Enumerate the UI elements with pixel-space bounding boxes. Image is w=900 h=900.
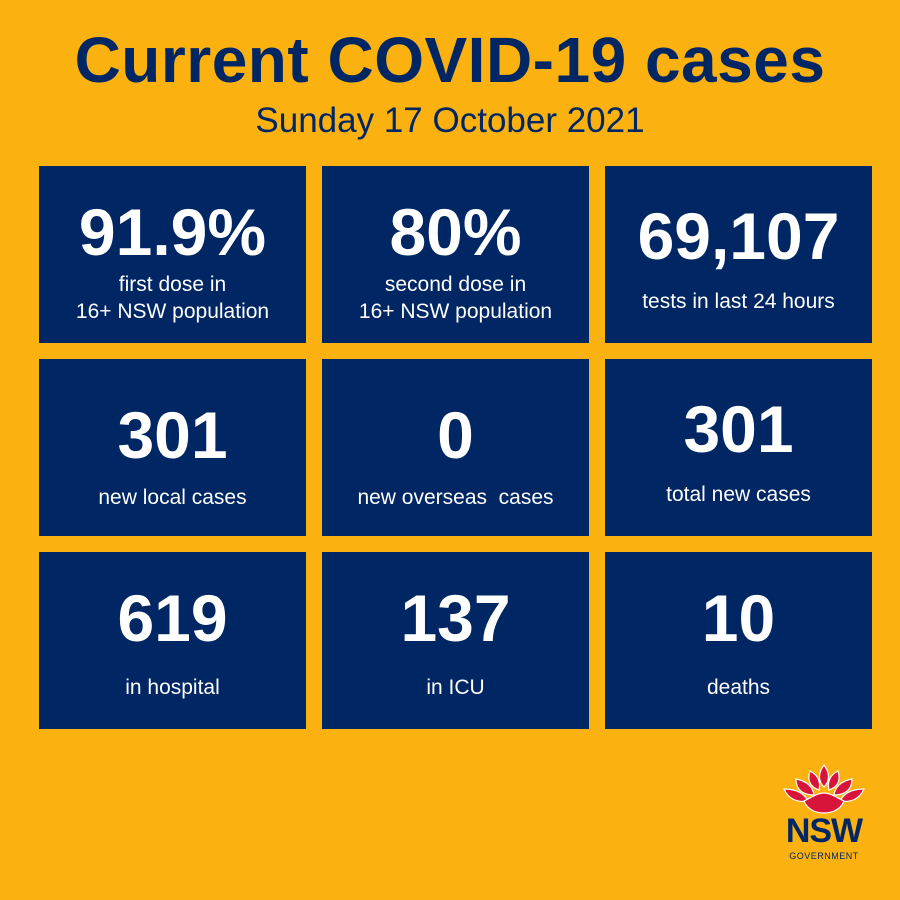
stat-label-line: in ICU (426, 676, 485, 699)
stat-label-line: new overseas cases (357, 486, 554, 509)
stat-tile-second-dose: 80% second dose in 16+ NSW population (322, 166, 589, 343)
stat-label-line: first dose in (118, 273, 227, 296)
stat-value: 619 (117, 581, 228, 655)
stat-tile-tests: 69,107 tests in last 24 hours (605, 166, 872, 343)
stat-label: deaths (605, 674, 872, 701)
stat-tile-overseas-cases: 0 new overseas cases (322, 359, 589, 536)
stat-tile-hospital: 619 in hospital (39, 552, 306, 729)
stat-label-line: total new cases (666, 483, 811, 506)
stat-value: 80% (389, 195, 522, 269)
stat-label: total new cases (605, 481, 872, 508)
stat-label-line: 16+ NSW population (75, 300, 270, 323)
stat-value: 69,107 (637, 199, 840, 273)
stat-label: tests in last 24 hours (605, 288, 872, 315)
stat-tile-total-cases: 301 total new cases (605, 359, 872, 536)
stat-label: second dose in 16+ NSW population (322, 271, 589, 325)
stat-label-line: deaths (706, 676, 771, 699)
nsw-government-logo: NSW GOVERNMENT (774, 763, 874, 873)
stat-label: in hospital (39, 674, 306, 701)
stat-value: 91.9% (78, 195, 267, 269)
waratah-flower-icon (783, 763, 865, 814)
stat-tile-local-cases: 301 new local cases (39, 359, 306, 536)
stat-label: first dose in 16+ NSW population (39, 271, 306, 325)
stat-tile-icu: 137 in ICU (322, 552, 589, 729)
logo-subtext: GOVERNMENT (789, 851, 859, 861)
stat-value: 0 (437, 398, 474, 472)
page-title: Current COVID-19 cases (74, 24, 826, 96)
stat-label-line: tests in last 24 hours (642, 290, 835, 313)
stat-value: 10 (701, 581, 776, 655)
report-date: Sunday 17 October 2021 (255, 101, 645, 140)
stat-label: in ICU (322, 674, 589, 701)
stat-label-line: second dose in (384, 273, 527, 296)
stat-value: 301 (117, 398, 228, 472)
stat-value: 301 (683, 392, 794, 466)
stat-label: new local cases (39, 484, 306, 511)
stat-label-line: new local cases (98, 486, 247, 509)
stat-label-line: 16+ NSW population (358, 300, 553, 323)
stat-label-line: in hospital (125, 676, 220, 699)
stat-tile-first-dose: 91.9% first dose in 16+ NSW population (39, 166, 306, 343)
stat-tile-deaths: 10 deaths (605, 552, 872, 729)
logo-wordmark: NSW (785, 812, 863, 850)
stat-value: 137 (400, 581, 511, 655)
stat-label: new overseas cases (322, 484, 589, 511)
